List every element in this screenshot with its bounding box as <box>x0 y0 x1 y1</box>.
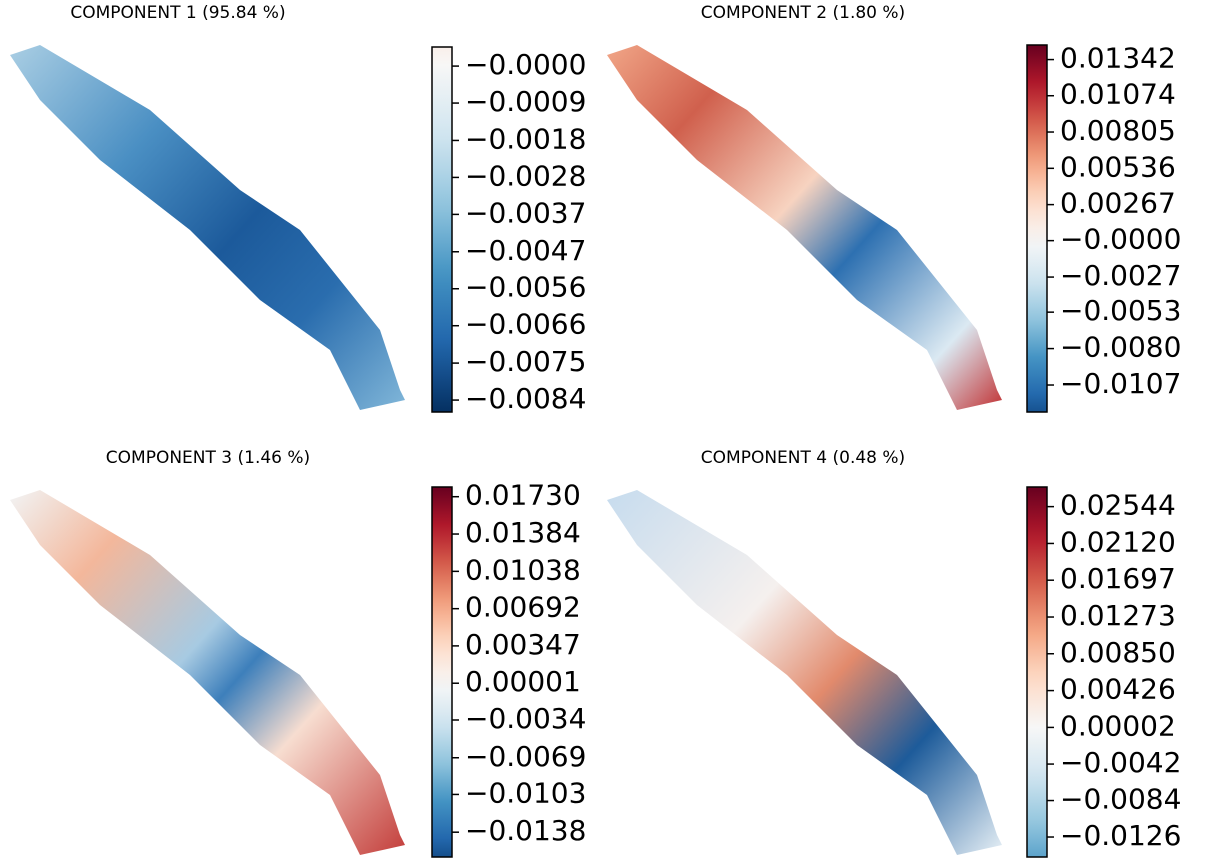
map <box>10 490 405 855</box>
tick-label: −0.0034 <box>465 702 586 735</box>
tick-label: −0.0126 <box>1060 819 1181 852</box>
tick-label: 0.02120 <box>1060 525 1176 558</box>
tick-label: 0.00267 <box>1060 187 1176 220</box>
tick-label: −0.0000 <box>465 48 586 81</box>
tick-label: −0.0018 <box>465 122 586 155</box>
tick-label: −0.0080 <box>1060 331 1181 364</box>
chart-title: COMPONENT 4 (0.48 %) <box>701 448 905 468</box>
colorbar-frame <box>1026 486 1048 858</box>
colorbar <box>1027 45 1047 412</box>
tick-label: −0.0047 <box>465 234 586 267</box>
map <box>607 490 1002 855</box>
tick-label: 0.00426 <box>1060 673 1176 706</box>
tick-label: 0.01038 <box>465 553 581 586</box>
tick-label: −0.0056 <box>465 271 586 304</box>
tick-label: −0.0000 <box>1060 223 1181 256</box>
tick-label: −0.0084 <box>1060 783 1181 816</box>
maps <box>10 45 1002 855</box>
tick-label: −0.0042 <box>1060 746 1181 779</box>
tick-label: 0.01697 <box>1060 562 1176 595</box>
tick-label: 0.01273 <box>1060 599 1176 632</box>
tick-label: 0.01074 <box>1060 78 1176 111</box>
tick-label: −0.0138 <box>465 814 586 847</box>
tick-label: 0.02544 <box>1060 489 1176 522</box>
tick-label: 0.00805 <box>1060 114 1176 147</box>
colorbar-frame <box>431 486 453 858</box>
tick-label: 0.00347 <box>465 628 581 661</box>
tick-label: −0.0084 <box>465 382 586 415</box>
tick-label: −0.0107 <box>1060 367 1181 400</box>
colorbar <box>432 487 452 857</box>
tick-label: 0.01342 <box>1060 42 1176 75</box>
chart-title: COMPONENT 1 (95.84 %) <box>70 3 285 23</box>
map <box>10 45 405 410</box>
tick-label: −0.0075 <box>465 345 586 378</box>
tick-label: 0.00536 <box>1060 150 1176 183</box>
map <box>607 45 1002 410</box>
chart-title: COMPONENT 3 (1.46 %) <box>106 448 310 468</box>
tick-label: 0.01730 <box>465 479 581 512</box>
tick-label: 0.01384 <box>465 516 581 549</box>
tick-label: −0.0103 <box>465 776 586 809</box>
tick-label: −0.0028 <box>465 159 586 192</box>
tick-label: −0.0053 <box>1060 294 1181 327</box>
colorbar-frame <box>431 46 453 413</box>
tick-label: −0.0037 <box>465 196 586 229</box>
tick-label: −0.0027 <box>1060 259 1181 292</box>
colorbar <box>432 47 452 412</box>
tick-label: −0.0009 <box>465 85 586 118</box>
tick-label: 0.00002 <box>1060 709 1176 742</box>
tick-label: −0.0069 <box>465 740 586 773</box>
colorbar <box>1027 487 1047 857</box>
chart-title: COMPONENT 2 (1.80 %) <box>701 3 905 23</box>
tick-label: 0.00692 <box>465 591 581 624</box>
tick-label: 0.00850 <box>1060 636 1176 669</box>
tick-label: −0.0066 <box>465 308 586 341</box>
colorbar-frame <box>1026 44 1048 413</box>
tick-label: 0.00001 <box>465 665 581 698</box>
